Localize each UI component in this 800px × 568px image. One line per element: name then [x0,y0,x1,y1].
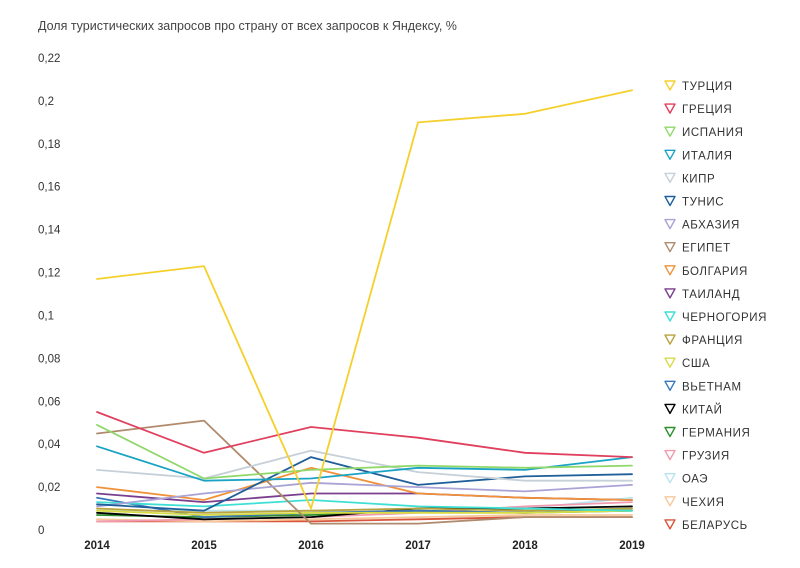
legend-marker-icon [664,473,676,484]
legend-label: ТУНИС [682,197,724,209]
y-tick-label: 0,2 [38,96,54,108]
legend-marker-icon [664,426,676,438]
legend-label: ТАИЛАНД [682,289,740,301]
x-tick-label: 2014 [84,540,110,552]
legend-label: ИТАЛИЯ [682,150,733,162]
legend-marker-icon [664,172,676,184]
series-line [96,514,633,523]
y-tick-label: 0,18 [38,139,60,151]
legend-label: ВЬЕТНАМ [682,381,742,393]
legend-label: БОЛГАРИЯ [682,266,748,278]
legend-label: ЧЕРНОГОРИЯ [682,312,767,324]
series-line [96,507,633,514]
legend-marker-icon [664,218,676,230]
legend-marker-icon [664,519,676,530]
y-tick-label: 0 [38,525,44,537]
y-tick-label: 0,04 [38,439,61,451]
series-line [96,509,633,516]
legend-marker-icon [664,449,676,461]
series-line [96,499,633,512]
series-line [96,423,633,480]
series-line [96,419,633,525]
series-line [96,449,633,482]
x-tick-label: 2019 [619,540,645,552]
x-tick-label: 2018 [512,540,538,552]
legend-marker-icon [664,195,676,207]
y-tick-label: 0,08 [38,353,60,365]
series-line [96,481,633,508]
legend-marker-icon [664,103,676,114]
legend-marker-icon [664,242,676,253]
legend-marker-icon [664,311,676,322]
y-tick-label: 0,1 [38,310,54,322]
legend-label: ИСПАНИЯ [682,127,744,139]
series-line [96,456,633,512]
x-tick-label: 2017 [405,540,431,552]
legend-label: ФРАНЦИЯ [682,335,743,347]
legend-label: США [682,358,710,370]
legend-marker-icon [664,357,676,368]
series-line [96,501,633,523]
series-line [96,411,633,459]
legend-marker-icon [664,334,676,345]
legend-label: БЕЛАРУСЬ [682,520,748,532]
legend-label: ОАЭ [682,474,708,486]
y-tick-label: 0,06 [38,396,60,408]
y-tick-label: 0,02 [38,482,60,494]
legend-marker-icon [664,126,676,137]
legend-label: АБХАЗИЯ [682,220,740,232]
series-line [96,89,633,510]
legend-label: КИТАЙ [682,403,723,416]
legend-label: ГРУЗИЯ [682,451,730,463]
legend-label: КИПР [682,173,715,185]
chart-title: Доля туристических запросов про страну о… [38,19,457,33]
x-tick-label: 2016 [298,540,324,552]
legend-label: ГЕРМАНИЯ [682,428,750,440]
legend-marker-icon [664,380,676,391]
legend-label: ЕГИПЕТ [682,243,731,255]
legend-marker-icon [664,265,676,276]
legend-marker-icon [664,80,676,91]
y-tick-label: 0,22 [38,53,60,65]
series-line [96,466,633,501]
legend-marker-icon [664,149,676,160]
y-tick-label: 0,16 [38,182,60,194]
legend-label: ТУРЦИЯ [682,81,733,93]
legend-marker-icon [664,288,676,299]
legend-marker-icon [664,403,676,415]
x-tick-label: 2015 [191,540,217,552]
y-tick-label: 0,12 [38,268,60,280]
legend-label: ЧЕХИЯ [682,497,725,509]
legend-marker-icon [664,496,676,507]
legend-label: ГРЕЦИЯ [682,104,732,116]
y-tick-label: 0,14 [38,225,61,237]
